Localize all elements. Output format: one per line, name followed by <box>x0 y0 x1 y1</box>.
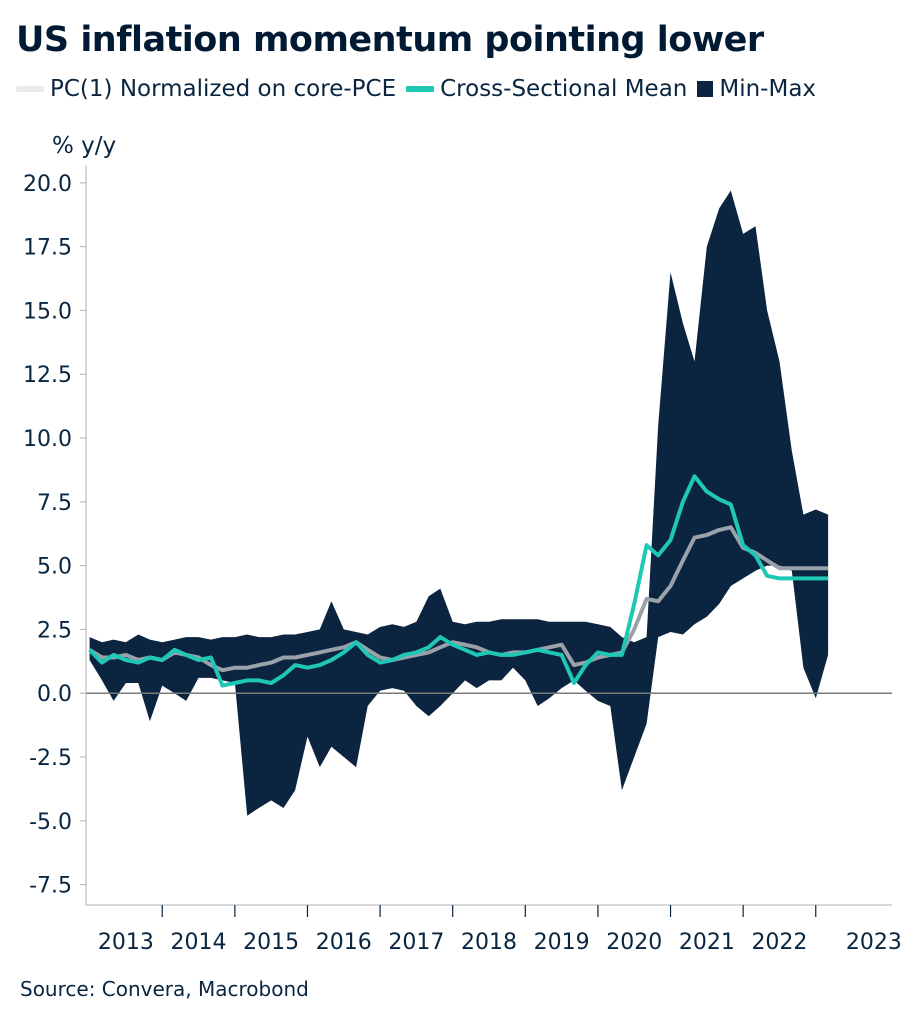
cross-sectional-mean-line <box>88 474 829 688</box>
y-tick-label: 0.0 <box>37 682 72 707</box>
x-tick-label: 2014 <box>171 930 227 955</box>
x-tick-label: 2013 <box>98 930 154 955</box>
x-tick-label: 2020 <box>606 930 662 955</box>
y-tick-label: 7.5 <box>37 491 72 516</box>
x-tick-label: 2015 <box>243 930 299 955</box>
legend-label-pc1: PC(1) Normalized on core-PCE <box>50 76 397 102</box>
x-tick-label: 2022 <box>751 930 807 955</box>
y-tick-label: 17.5 <box>23 236 72 261</box>
legend-item-minmax: Min-Max <box>697 76 816 102</box>
x-tick-label: 2021 <box>679 930 735 955</box>
x-tick-label: 2019 <box>534 930 590 955</box>
y-tick-label: 5.0 <box>37 555 72 580</box>
y-tick-label: 10.0 <box>23 427 72 452</box>
y-tick-label: -7.5 <box>29 874 72 899</box>
chart-title: US inflation momentum pointing lower <box>16 20 764 60</box>
x-tick-label: 2016 <box>316 930 372 955</box>
y-tick-label: 15.0 <box>23 299 72 324</box>
x-tick-label: 2023 <box>846 930 902 955</box>
x-tick-label: 2018 <box>461 930 517 955</box>
legend-swatch-pc1 <box>16 86 44 92</box>
y-tick-label: 20.0 <box>23 172 72 197</box>
y-tick-label: 2.5 <box>37 618 72 643</box>
legend: PC(1) Normalized on core-PCE Cross-Secti… <box>16 72 826 106</box>
y-tick-label: -2.5 <box>29 746 72 771</box>
x-tick-label: 2017 <box>388 930 444 955</box>
legend-label-mean: Cross-Sectional Mean <box>440 76 688 102</box>
legend-item-pc1: PC(1) Normalized on core-PCE <box>16 76 396 102</box>
y-tick-label: -5.0 <box>29 810 72 835</box>
y-axis-unit-label: % y/y <box>52 133 117 159</box>
source-note: Source: Convera, Macrobond <box>20 977 309 1001</box>
min-max-band <box>89 190 829 816</box>
legend-item-mean: Cross-Sectional Mean <box>406 76 687 102</box>
legend-label-minmax: Min-Max <box>719 76 817 102</box>
legend-swatch-minmax <box>697 81 714 97</box>
legend-swatch-mean <box>406 86 435 92</box>
y-tick-label: 12.5 <box>23 363 72 388</box>
